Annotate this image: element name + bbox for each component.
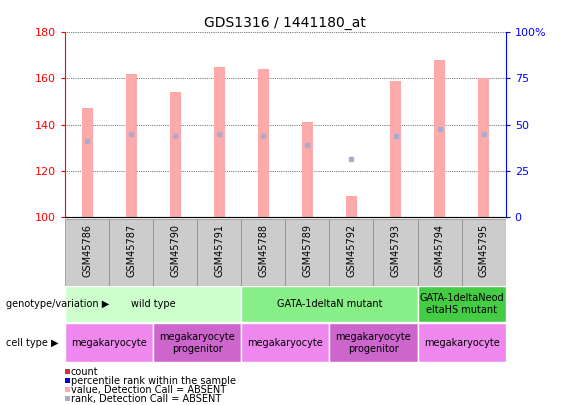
Text: genotype/variation ▶: genotype/variation ▶ (6, 299, 109, 309)
Text: rank, Detection Call = ABSENT: rank, Detection Call = ABSENT (71, 394, 221, 403)
Bar (329, 219, 373, 286)
Bar (418, 286, 506, 322)
Text: megakaryocyte: megakaryocyte (71, 338, 147, 348)
Text: megakaryocyte
progenitor: megakaryocyte progenitor (159, 332, 235, 354)
Bar (241, 286, 418, 322)
Bar (65, 286, 241, 322)
Bar (418, 219, 462, 286)
Text: percentile rank within the sample: percentile rank within the sample (71, 376, 236, 386)
Text: wild type: wild type (131, 299, 175, 309)
Bar (170, 92, 181, 217)
Text: count: count (71, 367, 98, 377)
Bar (258, 69, 269, 217)
Text: GSM45792: GSM45792 (346, 224, 357, 277)
Bar (302, 122, 313, 217)
Text: GSM45786: GSM45786 (82, 224, 92, 277)
Bar (346, 196, 357, 217)
Bar (197, 219, 241, 286)
Bar (241, 219, 285, 286)
Bar (125, 74, 137, 217)
Bar (153, 219, 197, 286)
Text: GSM45787: GSM45787 (126, 224, 136, 277)
Text: megakaryocyte: megakaryocyte (247, 338, 323, 348)
Bar (285, 219, 329, 286)
Bar (390, 81, 401, 217)
Text: GSM45788: GSM45788 (258, 224, 268, 277)
Text: megakaryocyte: megakaryocyte (424, 338, 499, 348)
Bar (81, 109, 93, 217)
Bar (109, 219, 153, 286)
Text: GSM45791: GSM45791 (214, 224, 224, 277)
Bar (214, 67, 225, 217)
Text: GSM45794: GSM45794 (434, 224, 445, 277)
Text: GSM45793: GSM45793 (390, 224, 401, 277)
Bar (373, 219, 418, 286)
Bar (65, 323, 153, 362)
Text: GSM45795: GSM45795 (479, 224, 489, 277)
Bar (153, 323, 241, 362)
Bar (434, 60, 445, 217)
Text: value, Detection Call = ABSENT: value, Detection Call = ABSENT (71, 385, 226, 394)
Bar (462, 219, 506, 286)
Text: GSM45789: GSM45789 (302, 224, 312, 277)
Bar (65, 219, 109, 286)
Title: GDS1316 / 1441180_at: GDS1316 / 1441180_at (205, 16, 366, 30)
Text: megakaryocyte
progenitor: megakaryocyte progenitor (336, 332, 411, 354)
Text: GATA-1deltaN mutant: GATA-1deltaN mutant (277, 299, 382, 309)
Bar (329, 323, 418, 362)
Bar (418, 323, 506, 362)
Text: GATA-1deltaNeod
eltaHS mutant: GATA-1deltaNeod eltaHS mutant (419, 293, 504, 315)
Bar (478, 79, 489, 217)
Text: GSM45790: GSM45790 (170, 224, 180, 277)
Bar (241, 323, 329, 362)
Text: cell type ▶: cell type ▶ (6, 338, 58, 348)
